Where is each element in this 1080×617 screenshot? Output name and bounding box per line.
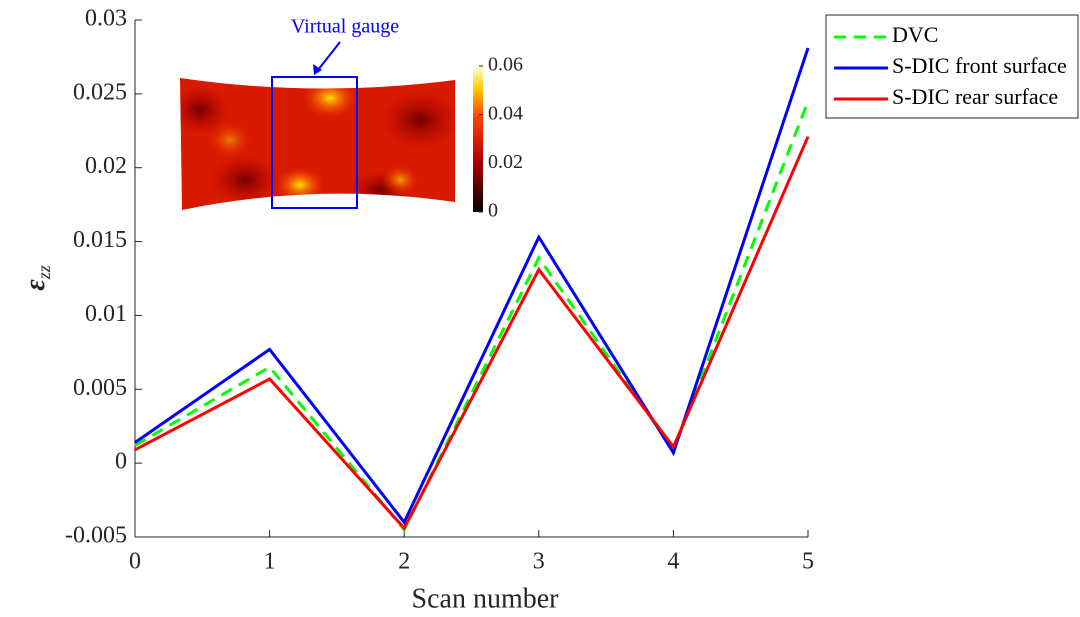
y-tick-label: 0.02 [85, 153, 127, 179]
inset: Virtual gauge [180, 16, 483, 212]
colorbar-tick-label: 0 [488, 200, 498, 222]
x-tick-label: 3 [533, 549, 545, 575]
colorbar-tick-label: 0.06 [488, 54, 523, 76]
series-line [134, 47, 810, 526]
colorbar [473, 66, 483, 212]
y-label-subscript: zz [34, 265, 54, 280]
strain-map [180, 78, 455, 210]
x-tick-label: 4 [667, 549, 679, 575]
arrow [317, 41, 341, 71]
colorbar-tick-label: 0.02 [488, 151, 523, 173]
series-line [134, 136, 810, 531]
y-axis-label: εzz [20, 265, 54, 291]
x-tick-label: 0 [129, 549, 141, 575]
y-tick-label: 0.01 [85, 301, 127, 327]
x-tick-label: 2 [398, 549, 410, 575]
x-tick-label: 1 [264, 549, 276, 575]
legend-label: DVC [892, 22, 938, 47]
arrow-head [313, 64, 322, 75]
x-tick-label: 5 [802, 549, 814, 575]
colorbar-tick-label: 0.04 [488, 102, 523, 124]
y-tick-label: 0.015 [73, 227, 127, 253]
x-axis-label: Scan number [412, 583, 560, 614]
legend-label: S-DIC front surface [892, 53, 1067, 78]
gauge-box [271, 76, 358, 209]
legend-label: S-DIC rear surface [892, 84, 1058, 109]
annotation: Virtual gauge [291, 16, 399, 38]
y-tick-label: 0 [115, 449, 127, 475]
y-tick-label: -0.005 [65, 523, 127, 549]
y-tick-label: 0.005 [73, 375, 127, 401]
y-label-symbol: ε [20, 279, 51, 291]
y-tick-label: 0.03 [85, 6, 127, 32]
y-tick-label: 0.025 [73, 79, 127, 105]
